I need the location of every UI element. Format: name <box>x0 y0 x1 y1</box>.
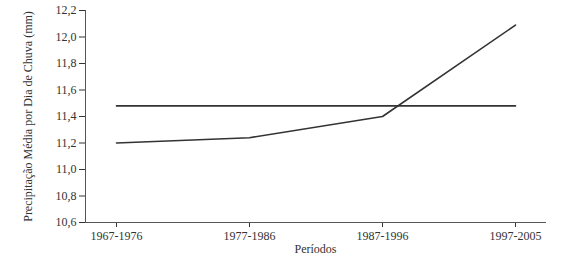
svg-text:10,8: 10,8 <box>56 189 77 203</box>
svg-text:12,2: 12,2 <box>56 3 77 17</box>
svg-text:11,2: 11,2 <box>56 136 77 150</box>
svg-text:1997-2005: 1997-2005 <box>490 229 542 243</box>
svg-text:11,8: 11,8 <box>56 56 77 70</box>
svg-text:11,6: 11,6 <box>56 83 77 97</box>
svg-text:1967-1976: 1967-1976 <box>91 229 143 243</box>
svg-text:12,0: 12,0 <box>56 30 77 44</box>
svg-text:1987-1996: 1987-1996 <box>357 229 409 243</box>
svg-text:Precipitação Média por Dia de: Precipitação Média por Dia de Chuva (mm) <box>21 11 35 222</box>
svg-text:11,0: 11,0 <box>56 162 77 176</box>
svg-text:11,4: 11,4 <box>56 109 77 123</box>
svg-text:Períodos: Períodos <box>295 242 337 256</box>
svg-text:10,6: 10,6 <box>56 215 77 229</box>
svg-text:1977-1986: 1977-1986 <box>224 229 276 243</box>
